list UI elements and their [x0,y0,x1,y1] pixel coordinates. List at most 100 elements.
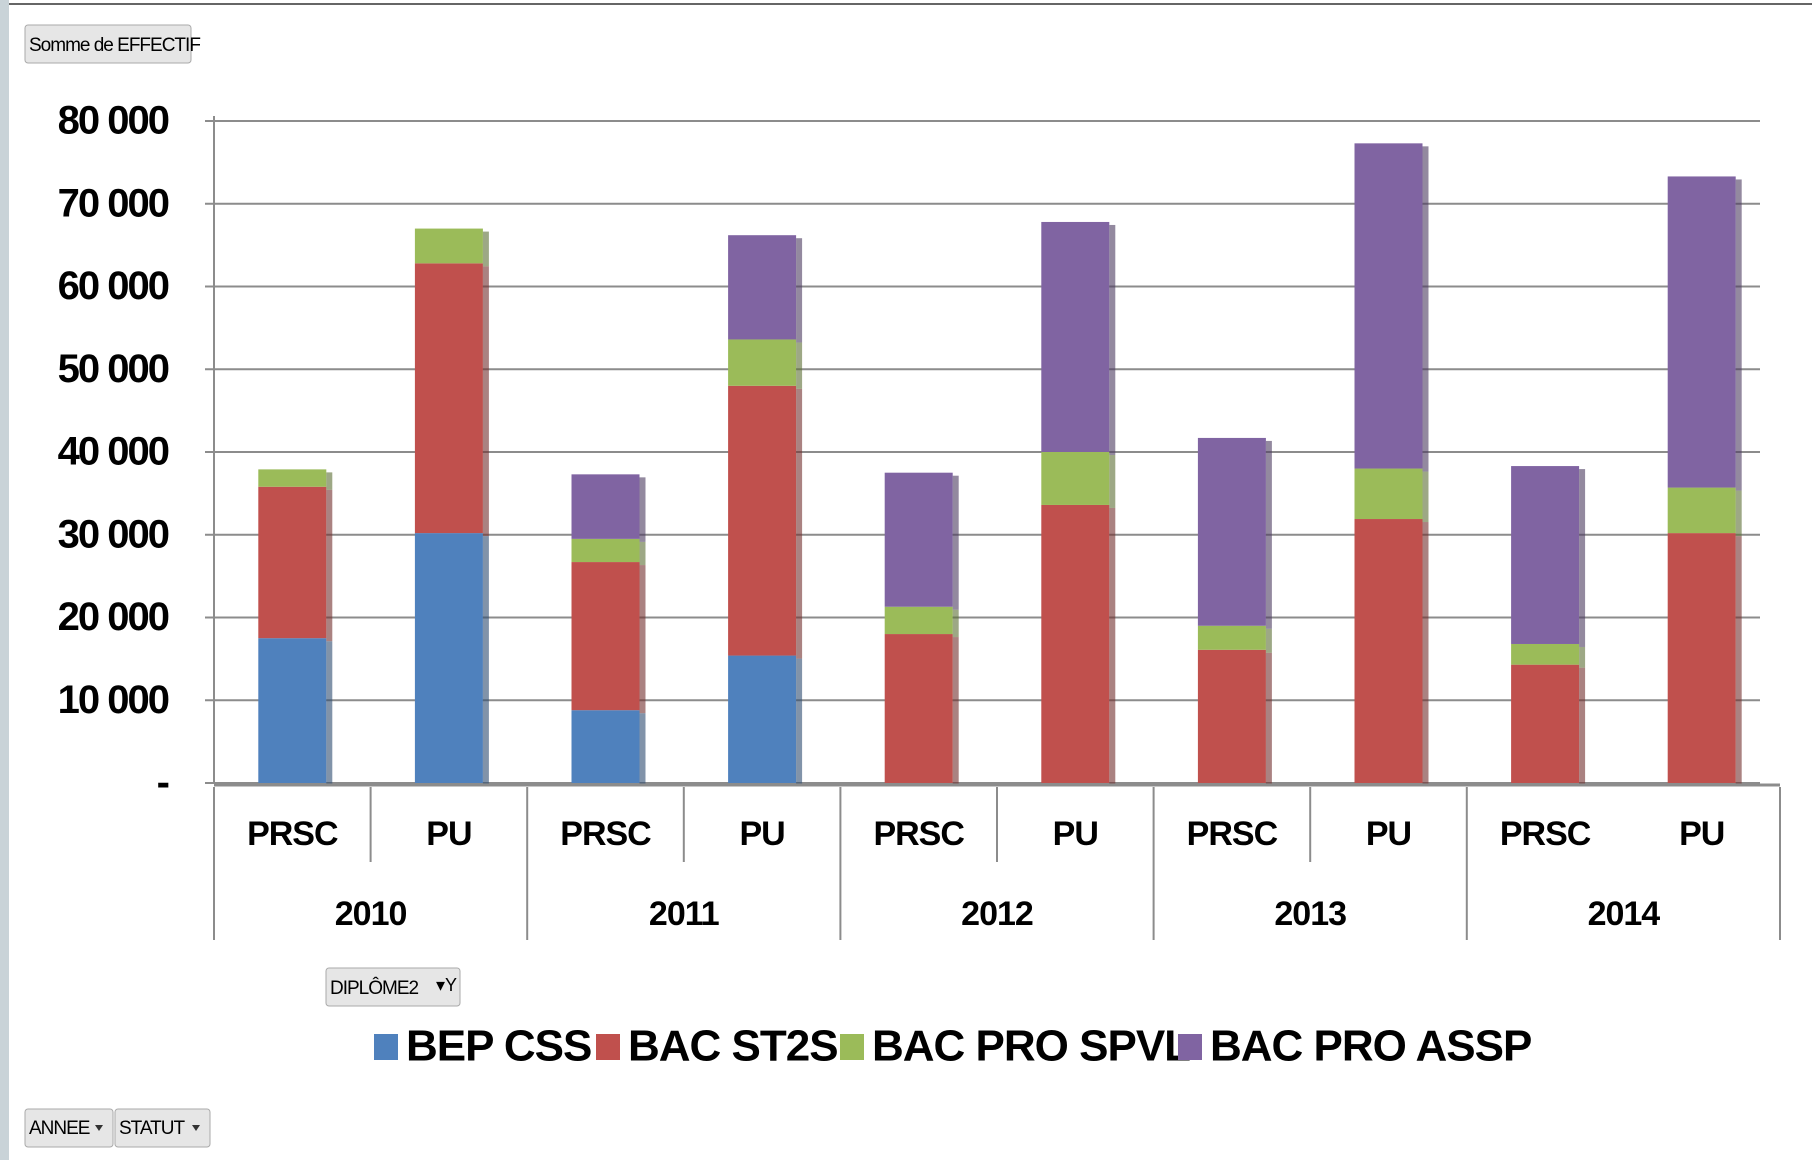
bar-segment [258,486,327,639]
y-tick-label: 60 000 [58,264,169,308]
bar-side [1109,224,1116,455]
legend-field-button[interactable] [325,967,461,1007]
bar-segment [571,474,640,539]
y-tick-label: 10 000 [58,678,169,722]
bar-side [326,641,333,786]
bar-segment [884,606,953,635]
bar-segment [1041,504,1110,783]
bar-segment [1667,176,1736,488]
bar-side [1265,628,1272,653]
bar-segment [1041,452,1110,505]
left-edge [0,0,9,1160]
bar-segment [258,638,327,783]
y-tick-label: 40 000 [58,430,169,474]
group-label: 2014 [1588,895,1661,933]
value-field-label: Somme de EFFECTIF [29,35,200,56]
bar-side [796,388,803,659]
x-tick-label: PRSC [1500,815,1591,853]
bar-segment [728,655,797,783]
y-tick-label: 20 000 [58,595,169,639]
bar-side [952,475,959,610]
legend-field-label: DIPLÔME2 [330,977,419,999]
y-tick-label: 80 000 [58,99,169,143]
bar-side [482,231,489,267]
bar-segment [1354,519,1423,783]
bar-segment [884,634,953,783]
bar-side [639,541,646,566]
x-tick-label: PRSC [560,815,651,853]
x-tick-label: PU [1366,815,1411,853]
bar-segment [1511,466,1580,644]
bar-segment [1511,643,1580,665]
bar-segment [1667,487,1736,534]
legend-label: BAC PRO ASSP [1210,1022,1531,1071]
group-label: 2013 [1274,895,1346,933]
bar-side [482,266,489,537]
bar-side [1735,536,1742,786]
legend-label: BEP CSS [406,1022,591,1071]
bar-segment [728,235,797,340]
bar-side [1265,652,1272,786]
bar-side [1579,646,1586,668]
legend-swatch [596,1034,620,1060]
bar-segment [1354,143,1423,469]
bar-side [639,713,646,786]
bar-side [1579,469,1586,647]
filter-icon: ▾Y [436,975,457,995]
bar-side [639,565,646,714]
bar-side [952,609,959,638]
y-tick-label: - [157,761,169,805]
x-tick-label: PU [739,815,784,853]
bar-side [1422,471,1429,523]
legend-swatch [1178,1034,1202,1060]
bar-side [326,489,333,642]
bar-side [1735,179,1742,491]
bar-side [639,477,646,542]
legend-swatch [840,1034,864,1060]
bar-segment [414,228,483,264]
bar-segment [414,533,483,783]
group-label: 2012 [961,895,1033,933]
bar-side [796,658,803,786]
group-label: 2010 [335,895,407,933]
bar-side [952,637,959,786]
bar-side [1422,146,1429,472]
x-tick-label: PRSC [1187,815,1278,853]
bar-side [1109,507,1116,786]
legend-swatch [374,1034,398,1060]
bar-side [1265,440,1272,629]
axis-field-button[interactable] [114,1108,211,1148]
bar-side [1109,455,1116,508]
bar-segment [1041,221,1110,452]
x-tick-label: PU [1679,815,1724,853]
bar-segment [1197,437,1266,626]
bar-segment [1511,664,1580,783]
y-tick-label: 70 000 [58,181,169,225]
bar-side [796,342,803,389]
axis-field-label: ANNEE [29,1118,90,1139]
value-field-button[interactable] [24,24,192,64]
bar-side [482,536,489,786]
bar-side [326,472,333,490]
axis-field-label: STATUT [119,1118,185,1139]
bar-side [796,238,803,343]
bar-side [1579,667,1586,786]
bar-side [1735,490,1742,537]
axis-field-button[interactable] [24,1108,114,1148]
bar-segment [414,263,483,534]
legend-label: BAC ST2S [628,1022,838,1071]
bar-segment [258,469,327,487]
bar-segment [1354,468,1423,520]
x-tick-label: PU [1053,815,1098,853]
group-label: 2011 [649,895,719,933]
y-tick-label: 50 000 [58,347,169,391]
x-tick-label: PRSC [873,815,964,853]
dropdown-arrow [95,1125,103,1131]
bar-side [1422,522,1429,786]
bar-segment [728,385,797,656]
x-tick-label: PU [426,815,471,853]
bar-segment [728,339,797,386]
bar-segment [571,710,640,783]
bar-segment [571,538,640,563]
